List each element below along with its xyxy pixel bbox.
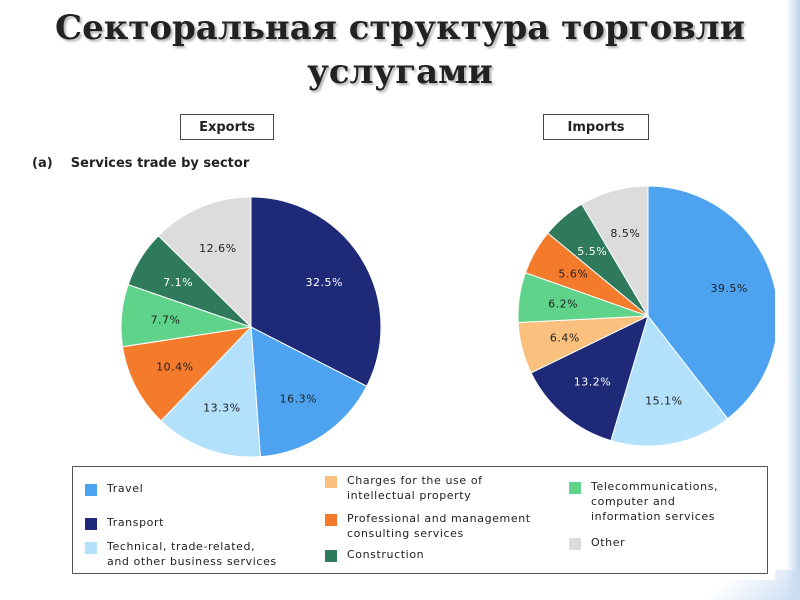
imports-label-transport: 13.2% (574, 375, 611, 388)
imports-slice-travel (647, 185, 775, 420)
legend-swatch-consulting (325, 514, 337, 526)
legend-swatch-other (569, 538, 581, 550)
legend-label-transport: Transport (107, 516, 165, 529)
pie-charts: 32.5% 16.3% 13.3% 10.4% 7.7% 7.1% 12.6% 39.5% 15… (120, 185, 775, 458)
exports-label-construction: 7.1% (163, 276, 193, 289)
legend-item-intellectual-property: Charges for the use of intellectual prop… (325, 473, 483, 503)
legend-item-travel: Travel (85, 481, 143, 496)
exports-label-travel: 16.3% (280, 393, 317, 406)
exports-label-professional-and-management-consulting-services: 10.4% (156, 361, 193, 374)
legend: Travel Transport Technical, trade-relate… (72, 466, 768, 574)
legend-item-consulting: Professional and management consulting s… (325, 511, 531, 541)
imports-label-travel: 39.5% (710, 282, 747, 295)
imports-label-professional-and-management-consulting-services: 5.6% (558, 268, 588, 281)
exports-slice-technical-trade-related-and-other-business-services (160, 325, 261, 458)
legend-label-other: Other (591, 536, 626, 549)
legend-swatch-construction (325, 550, 337, 562)
legend-label-telecommunications: Telecommunications, computer and informa… (591, 480, 719, 523)
exports-slice-professional-and-management-consulting-services (121, 326, 253, 422)
exports-slice-other (157, 196, 252, 329)
imports-slice-other (581, 185, 649, 318)
exports-header: Exports (180, 114, 274, 140)
legend-swatch-technical (85, 542, 97, 554)
imports-label-charges-for-the-use-of-intellectual-property: 6.4% (550, 331, 580, 344)
legend-label-travel: Travel (107, 482, 144, 495)
legend-label-intellectual-property: Charges for the use of intellectual prop… (347, 474, 483, 502)
legend-item-technical: Technical, trade-related, and other busi… (85, 539, 277, 569)
imports-label-other: 8.5% (610, 227, 640, 240)
imports-label-construction: 5.5% (577, 245, 607, 258)
exports-label-other: 12.6% (199, 242, 236, 255)
legend-swatch-travel (85, 484, 97, 496)
legend-swatch-transport (85, 518, 97, 530)
legend-item-construction: Construction (325, 547, 424, 562)
figure-subtitle: (a) Services trade by sector (32, 156, 250, 171)
slide-edge-decoration (786, 0, 800, 600)
legend-label-consulting: Professional and management consulting s… (347, 512, 531, 540)
slide-title: Секторальная структура торговли услугами (55, 8, 745, 92)
legend-swatch-intellectual-property (325, 476, 337, 488)
exports-label-telecommunications-computer-and-information-services: 7.7% (151, 313, 181, 326)
legend-label-technical: Technical, trade-related, and other busi… (107, 540, 277, 568)
legend-swatch-telecommunications (569, 482, 581, 494)
imports-header: Imports (543, 114, 649, 140)
exports-label-technical-trade-related-and-other-business-services: 13.3% (203, 402, 240, 415)
imports-label-telecommunications-computer-and-information-services: 6.2% (548, 298, 578, 311)
imports-slice-technical-trade-related-and-other-business-services (610, 314, 729, 447)
exports-slice-transport (250, 196, 382, 387)
services-trade-figure: 32.5% 16.3% 13.3% 10.4% 7.7% 7.1% 12.6% 39.5% 15… (30, 110, 775, 580)
legend-label-construction: Construction (347, 548, 425, 561)
legend-item-transport: Transport (85, 515, 164, 530)
exports-label-transport: 32.5% (305, 276, 342, 289)
exports-slice-travel (250, 326, 368, 458)
imports-label-technical-trade-related-and-other-business-services: 15.1% (645, 394, 682, 407)
imports-slice-transport (530, 315, 649, 442)
legend-item-other: Other (569, 535, 625, 550)
legend-item-telecommunications: Telecommunications, computer and informa… (569, 479, 718, 524)
